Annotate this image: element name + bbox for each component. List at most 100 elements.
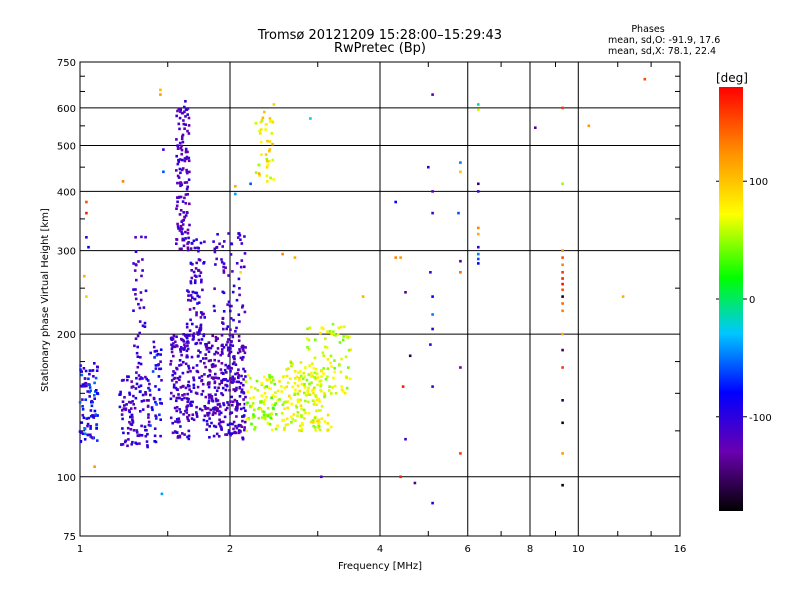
data-point — [227, 354, 231, 357]
data-point — [477, 108, 480, 111]
data-point — [191, 413, 195, 416]
data-point — [187, 298, 190, 302]
data-point — [139, 376, 143, 379]
data-point — [148, 389, 152, 392]
data-point — [152, 340, 156, 344]
data-point — [210, 376, 214, 379]
data-point — [149, 351, 152, 355]
data-point — [299, 361, 303, 364]
data-point — [561, 249, 564, 252]
data-point — [305, 378, 309, 382]
data-point — [210, 397, 214, 401]
data-point — [311, 419, 315, 422]
data-point — [195, 261, 198, 265]
data-point — [216, 399, 220, 402]
data-point — [172, 342, 175, 345]
data-point — [404, 291, 407, 294]
data-point — [204, 406, 208, 409]
data-point — [206, 412, 209, 415]
data-point — [249, 376, 252, 380]
data-point — [303, 391, 306, 395]
data-point — [216, 337, 219, 340]
data-point — [189, 294, 193, 297]
data-point — [156, 352, 160, 356]
data-point — [229, 377, 233, 380]
data-point — [260, 153, 263, 156]
data-point — [223, 368, 227, 372]
data-point — [182, 413, 185, 416]
data-point — [241, 346, 245, 350]
data-point — [271, 158, 275, 162]
data-point — [181, 200, 185, 203]
data-point — [81, 413, 85, 417]
data-point — [459, 170, 462, 174]
data-point — [176, 388, 179, 391]
data-point — [178, 247, 182, 251]
data-point — [231, 270, 234, 273]
data-point — [180, 152, 183, 156]
data-point — [185, 325, 189, 329]
data-point — [183, 433, 186, 436]
data-point — [137, 260, 140, 263]
data-point — [196, 331, 199, 334]
data-point — [183, 393, 186, 396]
data-point — [95, 426, 98, 430]
data-point — [208, 395, 211, 398]
data-point — [159, 367, 163, 371]
data-point — [300, 429, 303, 433]
data-point — [343, 391, 347, 395]
data-point — [222, 402, 225, 405]
data-point — [276, 424, 279, 428]
data-point — [561, 106, 564, 110]
data-point — [309, 117, 312, 120]
data-point — [313, 426, 317, 429]
data-point — [160, 492, 164, 496]
data-point — [134, 387, 138, 390]
data-point — [306, 388, 310, 392]
data-point — [314, 338, 317, 342]
chart-title: Tromsø 20121209 15:28:00–15:29:43 — [257, 28, 502, 43]
data-point — [293, 256, 297, 259]
data-point — [128, 410, 131, 414]
data-point — [303, 383, 306, 386]
data-point — [347, 349, 351, 352]
data-point — [189, 404, 193, 407]
data-point — [186, 417, 190, 421]
data-point — [202, 333, 206, 336]
data-point — [220, 260, 224, 264]
data-point — [179, 425, 182, 428]
data-point — [224, 363, 227, 367]
data-point — [85, 211, 88, 215]
data-point — [153, 350, 157, 353]
data-point — [189, 299, 193, 302]
data-point — [192, 376, 195, 379]
data-point — [431, 211, 434, 215]
data-point — [158, 367, 161, 371]
data-point — [268, 378, 272, 381]
data-point — [195, 364, 199, 367]
data-point — [135, 263, 138, 267]
data-point — [270, 396, 273, 400]
data-point — [130, 413, 134, 417]
data-point — [477, 262, 480, 265]
data-point — [181, 371, 185, 375]
data-point — [264, 417, 267, 421]
data-point — [144, 392, 147, 395]
data-point — [121, 443, 125, 446]
data-point — [214, 372, 217, 376]
data-point — [266, 163, 269, 166]
data-point — [187, 124, 191, 127]
x-tick-label: 16 — [674, 544, 687, 555]
data-point — [191, 290, 195, 294]
data-point — [241, 419, 244, 423]
data-point — [477, 103, 480, 106]
data-point — [219, 405, 222, 408]
data-point — [181, 140, 185, 144]
data-point — [127, 400, 131, 404]
data-point — [236, 402, 239, 405]
data-point — [328, 385, 331, 388]
data-point — [333, 366, 336, 370]
data-point — [147, 413, 150, 416]
data-point — [211, 334, 214, 338]
data-point — [318, 400, 321, 403]
